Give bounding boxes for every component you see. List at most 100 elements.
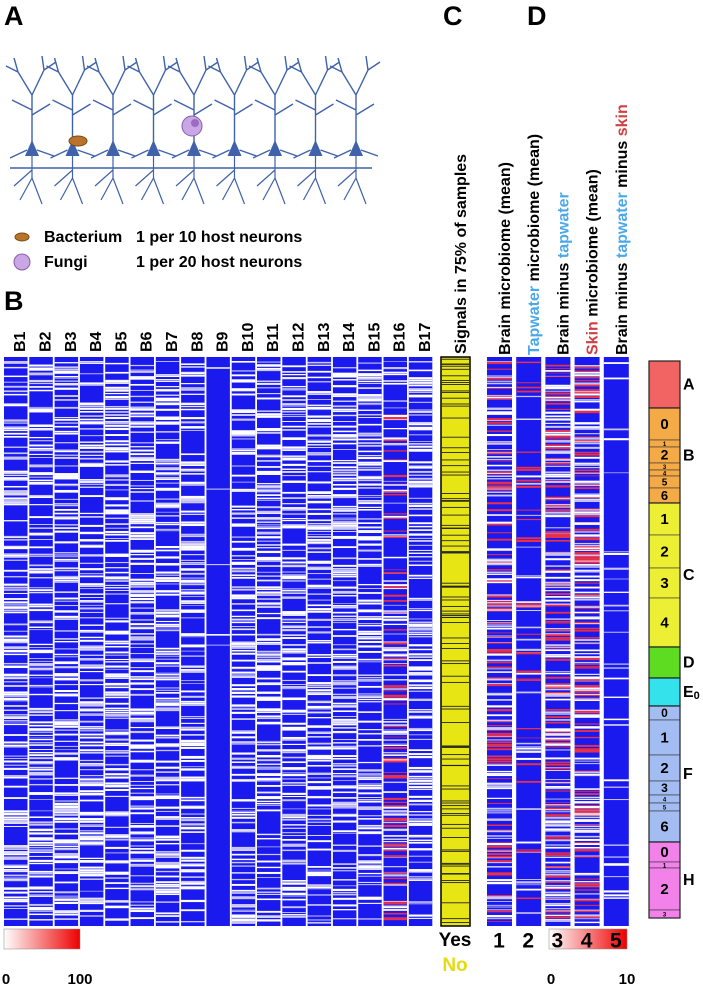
heatmap-stripe xyxy=(574,597,600,599)
heatmap-stripe xyxy=(545,898,571,900)
heatmap-stripe xyxy=(383,569,407,571)
heatmap-stripe xyxy=(574,874,600,876)
heatmap-stripe xyxy=(130,425,154,427)
heatmap-stripe xyxy=(574,770,600,772)
heatmap-stripe xyxy=(130,825,154,828)
heatmap-stripe xyxy=(487,412,512,415)
heatmap-stripe xyxy=(545,871,571,873)
heatmap-stripe xyxy=(358,733,382,735)
heatmap-stripe xyxy=(231,817,256,819)
heatmap-stripe xyxy=(79,744,104,747)
heatmap-stripe xyxy=(332,459,357,462)
heatmap-stripe xyxy=(545,870,571,872)
heatmap-stripe xyxy=(4,361,28,363)
heatmap-stripe xyxy=(231,488,256,490)
heatmap-stripe xyxy=(79,838,104,841)
heatmap-stripe xyxy=(574,389,600,391)
subgroup-label: 4 xyxy=(663,472,667,478)
heatmap-stripe xyxy=(408,564,433,566)
heatmap-stripe xyxy=(282,898,306,901)
group-label: A xyxy=(683,377,695,394)
heatmap-stripe xyxy=(408,522,433,525)
heatmap-stripe xyxy=(206,644,230,646)
heatmap-stripe xyxy=(257,797,281,800)
signal-stripe xyxy=(442,863,469,865)
heatmap-stripe xyxy=(181,605,205,606)
heatmap-stripe xyxy=(545,854,571,856)
heatmap-stripe xyxy=(307,547,332,550)
heatmap-stripe xyxy=(257,777,281,779)
heatmap-stripe xyxy=(54,604,79,607)
heatmap-stripe xyxy=(79,679,104,682)
heatmap-stripe xyxy=(487,441,512,443)
heatmap-stripe xyxy=(105,475,129,478)
heatmap-stripe xyxy=(4,816,28,819)
heatmap-stripe xyxy=(4,592,28,594)
heatmap-stripe xyxy=(79,624,104,626)
heatmap-stripe xyxy=(487,451,512,453)
heatmap-stripe xyxy=(332,635,357,637)
heatmap-stripe xyxy=(516,386,542,389)
heatmap-stripe xyxy=(545,480,571,483)
heatmap-stripe xyxy=(4,641,28,644)
heatmap-stripe xyxy=(408,409,433,411)
heatmap-stripe xyxy=(231,370,256,372)
heatmap-stripe xyxy=(545,819,571,821)
heatmap-stripe xyxy=(231,490,256,492)
heatmap-stripe xyxy=(307,530,332,532)
heatmap-stripe xyxy=(332,400,357,402)
heatmap-stripe xyxy=(105,630,129,633)
heatmap-stripe xyxy=(130,462,154,464)
heatmap-stripe xyxy=(54,556,79,558)
heatmap-stripe xyxy=(282,778,306,780)
heatmap-stripe xyxy=(155,620,180,623)
heatmap-stripe xyxy=(487,481,512,484)
heatmap-stripe xyxy=(487,368,512,370)
heatmap-stripe xyxy=(307,641,332,644)
heatmap-stripe xyxy=(282,612,306,615)
heatmap-stripe xyxy=(307,772,332,775)
heatmap-stripe xyxy=(574,806,600,809)
heatmap-stripe xyxy=(603,631,629,633)
heatmap-stripe xyxy=(408,878,433,880)
label-part: tapwater xyxy=(614,192,631,258)
heatmap-stripe xyxy=(358,624,382,627)
heatmap-stripe xyxy=(383,371,407,374)
heatmap-stripe xyxy=(282,571,306,573)
heatmap-stripe xyxy=(105,826,129,828)
signal-stripe xyxy=(442,471,469,473)
heatmap-stripe xyxy=(4,864,28,866)
heatmap-stripe xyxy=(231,452,256,454)
heatmap-stripe xyxy=(383,400,407,402)
heatmap-stripe xyxy=(574,627,600,630)
heatmap-stripe xyxy=(358,423,382,426)
heatmap-stripe xyxy=(282,711,306,713)
heatmap-stripe xyxy=(282,739,306,741)
heatmap-stripe xyxy=(574,623,600,625)
heatmap-stripe xyxy=(408,630,433,632)
heatmap-stripe xyxy=(332,405,357,408)
heatmap-stripe xyxy=(79,554,104,556)
heatmap-stripe xyxy=(29,870,53,873)
heatmap-stripe xyxy=(257,911,281,914)
heatmap-stripe xyxy=(574,749,600,751)
heatmap-stripe xyxy=(358,860,382,862)
heatmap-stripe xyxy=(155,835,180,838)
heatmap-stripe xyxy=(408,483,433,485)
heatmap-stripe xyxy=(307,542,332,545)
column-label: Tapwater microbiome (mean) xyxy=(526,134,543,355)
heatmap-stripe xyxy=(574,498,600,500)
heatmap-stripe xyxy=(574,621,600,624)
heatmap-stripe xyxy=(54,630,79,632)
heatmap-stripe xyxy=(545,836,571,838)
heatmap-stripe xyxy=(282,686,306,688)
heatmap-stripe xyxy=(487,532,512,534)
heatmap-stripe xyxy=(105,427,129,431)
heatmap-stripe xyxy=(155,630,180,632)
column-label: B4 xyxy=(88,331,105,352)
heatmap-stripe xyxy=(29,693,53,696)
heatmap-stripe xyxy=(574,698,600,700)
heatmap-stripe xyxy=(282,437,306,440)
heatmap-stripe xyxy=(307,578,332,580)
heatmap-stripe xyxy=(383,493,407,496)
